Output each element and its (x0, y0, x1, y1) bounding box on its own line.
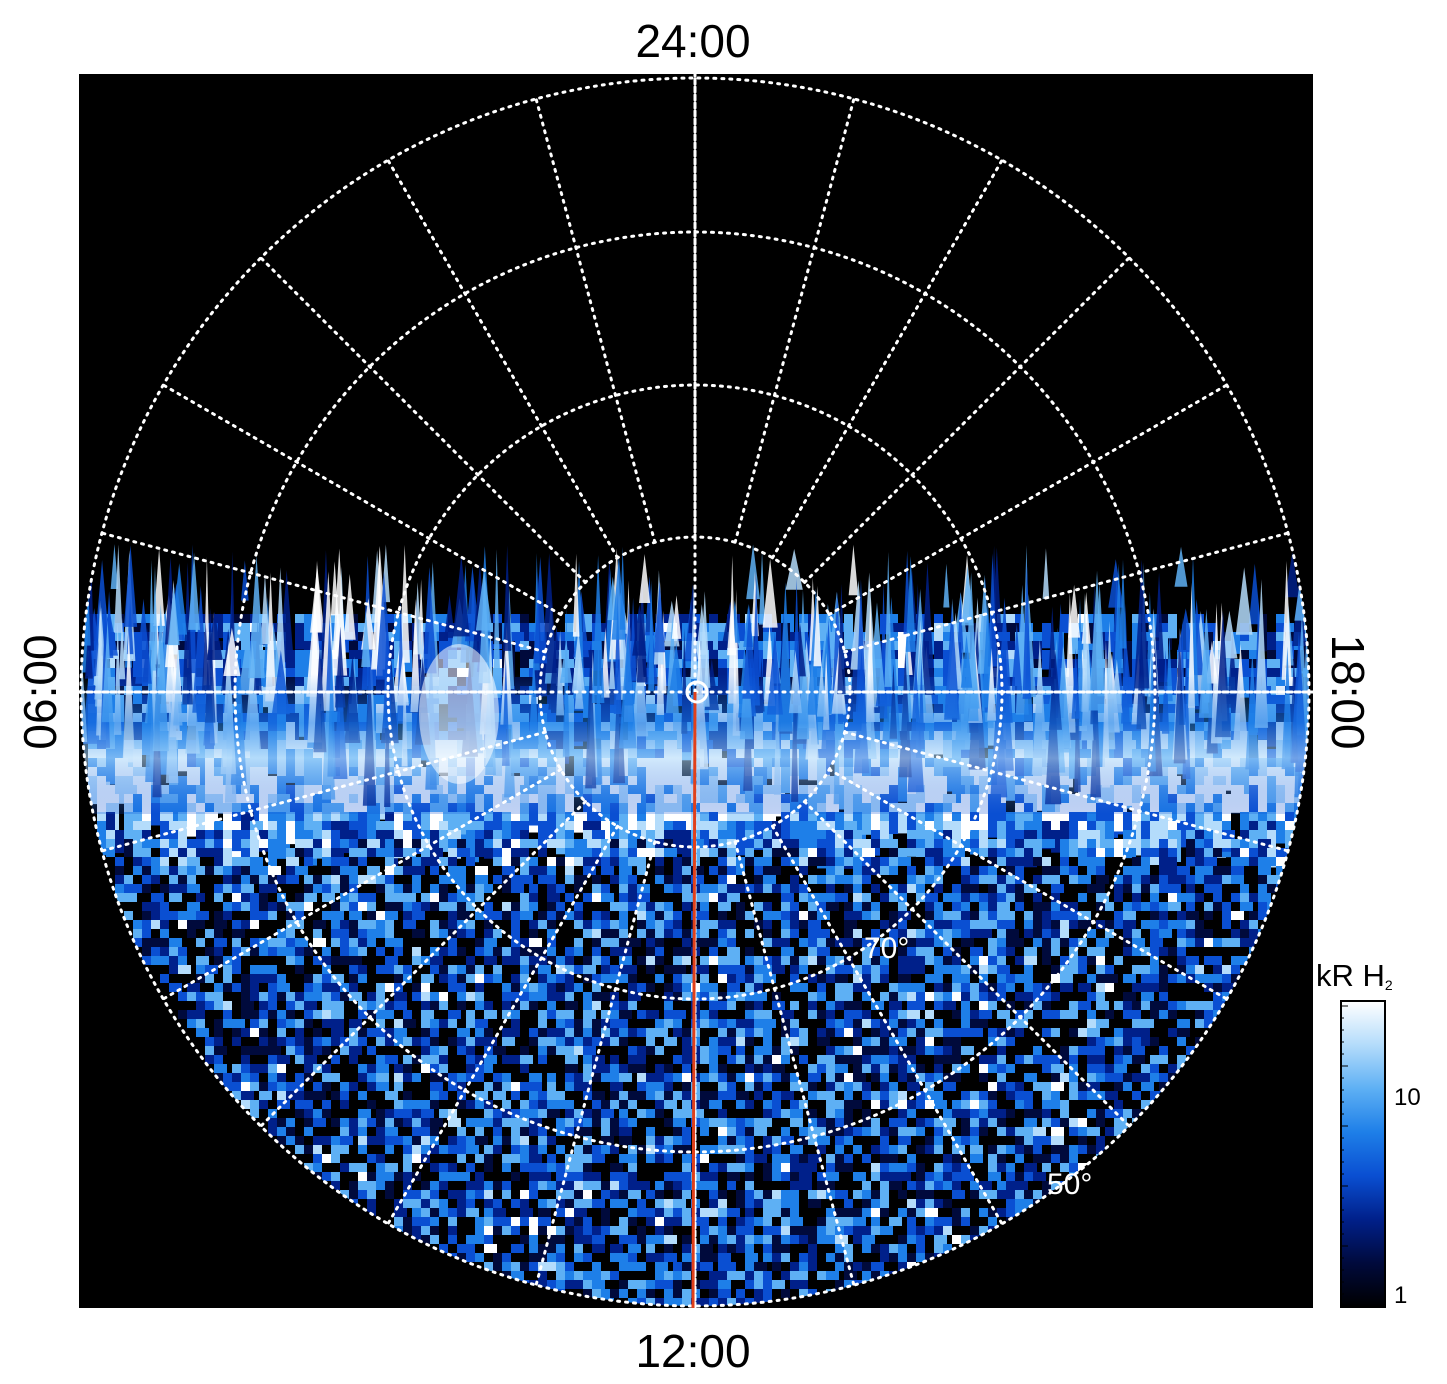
latitude-label: 70° (864, 932, 909, 965)
colorbar-tick-label: 10 (1394, 1084, 1421, 1111)
colorbar-title-text: kR H (1316, 958, 1385, 993)
colorbar (1340, 1000, 1386, 1308)
latitude-label: 50° (1047, 1168, 1092, 1201)
colorbar-tick-label: 1 (1394, 1282, 1408, 1309)
noon-meridian-line (691, 691, 697, 1308)
emission-heatmap (81, 544, 1309, 1306)
local-time-label-left: 06:00 (14, 634, 66, 750)
pole-marker (685, 680, 709, 704)
colorbar-title: kR H2 (1316, 958, 1393, 994)
colorbar-gradient (1340, 1000, 1386, 1308)
local-time-label-top: 24:00 (635, 15, 751, 67)
colorbar-title-subscript: 2 (1384, 977, 1393, 993)
colorbar-minor-ticks (1340, 1005, 1348, 1307)
local-time-label-bottom: 12:00 (635, 1325, 751, 1377)
local-time-label-right: 18:00 (1322, 634, 1374, 750)
polar-projection-plot: 70° 50° (79, 74, 1313, 1308)
